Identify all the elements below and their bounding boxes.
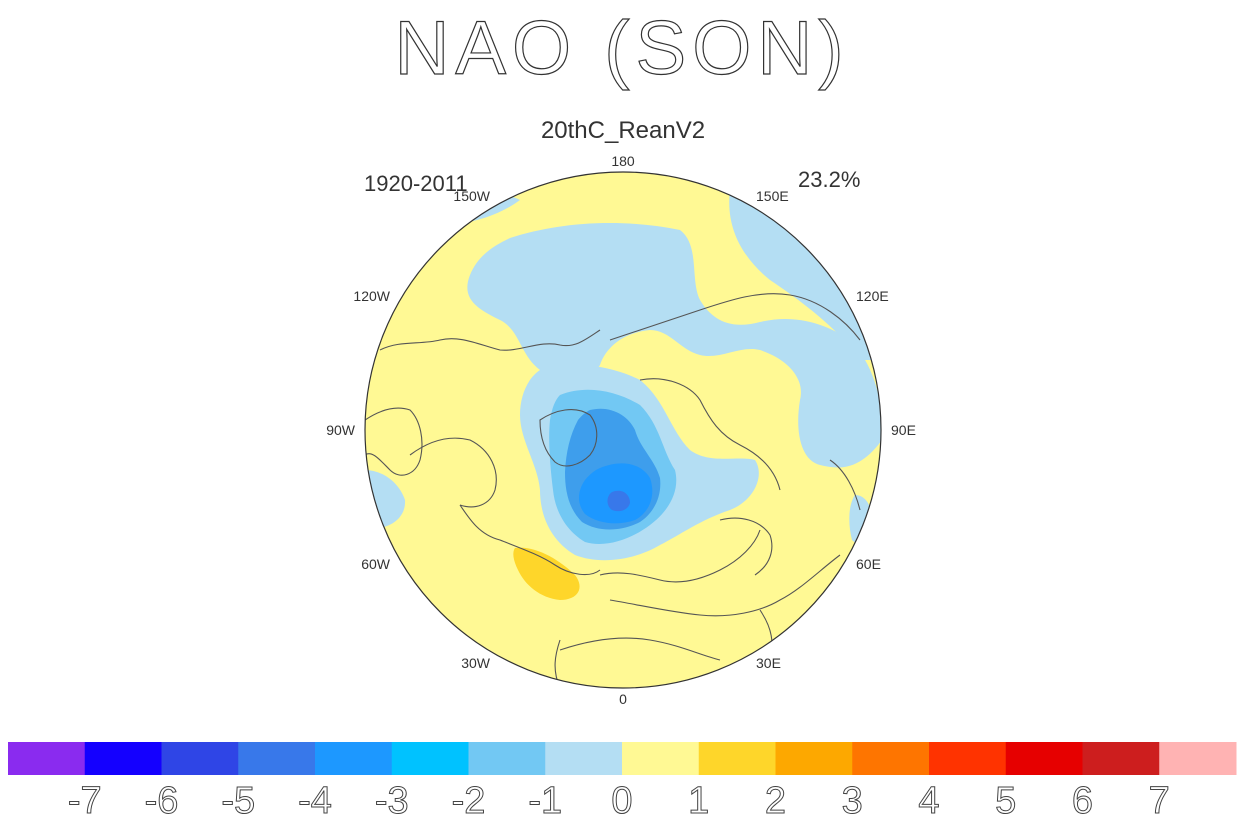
colorbar-swatch xyxy=(929,742,1007,775)
colorbar-tick-label: 1 xyxy=(688,780,709,822)
colorbar-tick-label: 5 xyxy=(995,780,1016,822)
colorbar-tick-labels: -7 -6 -5 -4 -3 -2 -1 0 1 2 3 4 5 6 7 xyxy=(67,780,1170,822)
colorbar-tick-label: 6 xyxy=(1072,780,1093,822)
colorbar-swatch xyxy=(698,742,776,775)
colorbar-tick-label: -1 xyxy=(528,780,562,822)
colorbar-swatch xyxy=(1005,742,1083,775)
colorbar-tick-label: 4 xyxy=(918,780,939,822)
colorbar xyxy=(8,742,1237,775)
lon-label-90e: 90E xyxy=(891,422,916,438)
colorbar-tick-label: 3 xyxy=(842,780,863,822)
colorbar-swatch xyxy=(161,742,239,775)
colorbar-swatch xyxy=(8,742,86,775)
lon-label-30e: 30E xyxy=(756,655,781,671)
colorbar-tick-label: -2 xyxy=(452,780,486,822)
lon-label-180: 180 xyxy=(611,153,635,169)
colorbar-tick-label: -4 xyxy=(298,780,332,822)
colorbar-swatch xyxy=(622,742,700,775)
colorbar-swatch xyxy=(315,742,393,775)
lon-label-90w: 90W xyxy=(326,422,356,438)
variance-label: 23.2% xyxy=(798,167,860,192)
lon-label-120e: 120E xyxy=(856,288,889,304)
colorbar-swatch xyxy=(84,742,162,775)
colorbar-swatch xyxy=(391,742,469,775)
contour-minus1-pacific xyxy=(467,223,881,468)
period-label: 1920-2011 xyxy=(364,171,468,196)
colorbar-swatch xyxy=(468,742,546,775)
contour-minus5 xyxy=(607,490,630,512)
colorbar-swatch xyxy=(1082,742,1160,775)
map-subtitle: 20thC_ReanV2 xyxy=(541,117,705,144)
colorbar-swatch xyxy=(545,742,623,775)
longitude-labels: 180 150E 120E 90E 60E 30E 0 30W 60W 90W … xyxy=(326,153,916,707)
lon-label-60w: 60W xyxy=(361,556,391,572)
contour-plus1-atlantic xyxy=(513,547,580,600)
colorbar-tick-label: -6 xyxy=(145,780,179,822)
colorbar-tick-label: -3 xyxy=(375,780,409,822)
colorbar-tick-label: -5 xyxy=(221,780,255,822)
colorbar-tick-label: 0 xyxy=(611,780,632,822)
colorbar-swatch xyxy=(1159,742,1237,775)
lon-label-120w: 120W xyxy=(353,288,390,304)
lon-label-30w: 30W xyxy=(461,655,491,671)
colorbar-tick-label: 7 xyxy=(1149,780,1170,822)
polar-map xyxy=(364,171,882,689)
colorbar-tick-label: -7 xyxy=(68,780,102,822)
lon-label-0: 0 xyxy=(619,691,627,707)
map-rim xyxy=(364,171,882,689)
colorbar-swatch xyxy=(238,742,316,775)
map-title: NAO (SON) xyxy=(394,6,849,91)
colorbar-tick-label: 2 xyxy=(765,780,786,822)
colorbar-swatch xyxy=(775,742,853,775)
lon-label-150w: 150W xyxy=(453,188,490,204)
colorbar-swatch xyxy=(852,742,930,775)
lon-label-60e: 60E xyxy=(856,556,881,572)
lon-label-150e: 150E xyxy=(756,188,789,204)
